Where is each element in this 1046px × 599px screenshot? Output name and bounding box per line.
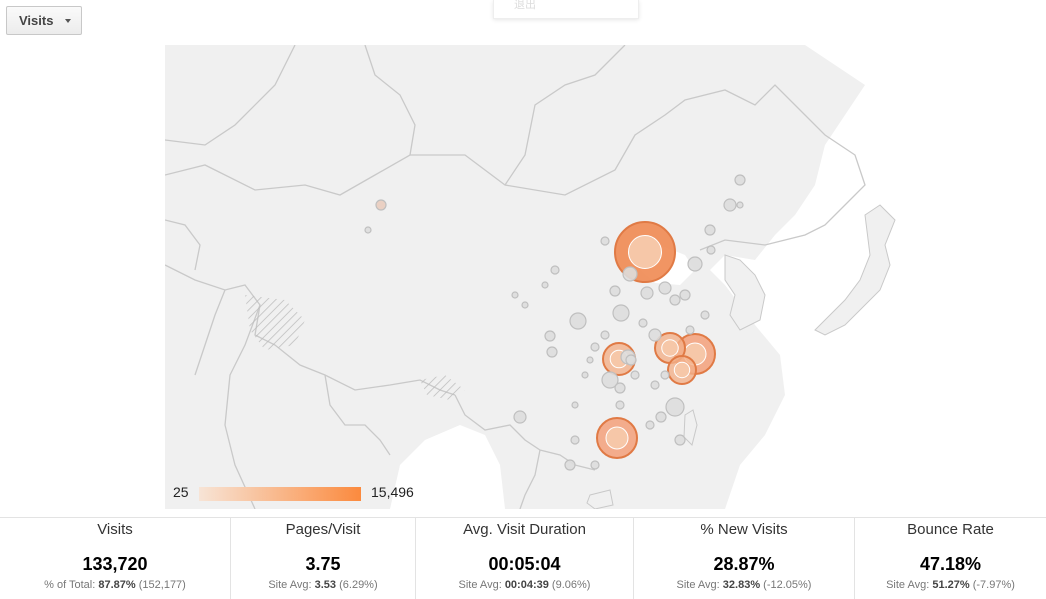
geo-map[interactable] (165, 45, 904, 509)
city-bubble[interactable] (375, 199, 387, 211)
city-bubble[interactable] (513, 410, 527, 424)
city-bubble[interactable] (571, 401, 579, 409)
city-bubble[interactable] (665, 397, 685, 417)
scorecard-subtext: % of Total: 87.87% (152,177) (44, 579, 186, 591)
legend-max-label: 15,496 (371, 484, 414, 500)
city-bubble[interactable] (511, 291, 519, 299)
disputed-region-west (245, 295, 305, 350)
popup-text: 退出 (514, 0, 536, 11)
city-bubble[interactable] (590, 342, 600, 352)
scorecard-title: Visits (97, 521, 133, 538)
city-bubble[interactable] (736, 201, 744, 209)
scorecard-value: 47.18% (919, 554, 982, 574)
city-bubble-inner (628, 235, 662, 269)
city-bubble[interactable] (570, 435, 580, 445)
china-map-svg (165, 45, 904, 509)
taiwan (683, 409, 698, 446)
city-bubble-inner (605, 426, 629, 450)
city-bubble[interactable] (706, 245, 716, 255)
city-bubble[interactable] (364, 226, 372, 234)
city-bubble[interactable] (521, 301, 529, 309)
city-bubble[interactable] (640, 286, 654, 300)
city-bubble[interactable] (679, 289, 691, 301)
city-bubble[interactable] (658, 281, 672, 295)
city-bubble[interactable] (581, 371, 589, 379)
city-bubble[interactable] (685, 325, 695, 335)
summary-scorecards: Visits 133,720 % of Total: 87.87% (152,1… (0, 517, 1046, 599)
city-bubble[interactable] (544, 330, 556, 342)
scorecard-value: 28.87% (713, 554, 775, 574)
city-bubble[interactable] (687, 256, 703, 272)
scorecard-subtext: Site Avg: 3.53 (6.29%) (268, 579, 378, 591)
scorecard-avg-visit-duration[interactable]: Avg. Visit Duration 00:05:04 Site Avg: 0… (416, 518, 634, 599)
scorecard-subtext: Site Avg: 00:04:39 (9.06%) (458, 579, 591, 591)
legend-min-label: 25 (173, 484, 189, 500)
city-bubble[interactable] (622, 266, 638, 282)
scorecard-title: Pages/Visit (285, 521, 361, 538)
city-bubble-inner (661, 339, 679, 357)
scorecard-subtext: Site Avg: 32.83% (-12.05%) (676, 579, 812, 591)
bay-of-bengal (390, 425, 505, 509)
city-bubble[interactable] (609, 285, 621, 297)
city-bubble[interactable] (614, 382, 626, 394)
city-bubble[interactable] (638, 318, 648, 328)
city-bubble[interactable] (655, 411, 667, 423)
faded-popup-menu: 退出 (493, 0, 639, 19)
city-bubble[interactable] (700, 310, 710, 320)
city-bubble[interactable] (660, 370, 670, 380)
city-bubble[interactable] (625, 354, 637, 366)
city-bubble[interactable] (648, 328, 662, 342)
disputed-region-east (420, 375, 465, 400)
city-bubble[interactable] (612, 304, 630, 322)
city-bubble[interactable] (630, 370, 640, 380)
city-bubble[interactable] (590, 460, 600, 470)
city-bubble[interactable] (669, 294, 681, 306)
city-bubble[interactable] (601, 371, 619, 389)
scorecard-title: Bounce Rate (907, 521, 994, 538)
city-bubble[interactable] (650, 380, 660, 390)
city-bubbles (364, 174, 746, 471)
city-bubble[interactable] (704, 224, 716, 236)
city-bubble[interactable] (569, 312, 587, 330)
city-bubble[interactable] (600, 236, 610, 246)
city-bubble[interactable] (615, 400, 625, 410)
scorecard-bounce-rate[interactable]: Bounce Rate 47.18% Site Avg: 51.27% (-7.… (855, 518, 1046, 599)
scorecard-title: Avg. Visit Duration (463, 521, 586, 538)
korea (724, 254, 766, 331)
scorecard-new-visits[interactable]: % New Visits 28.87% Site Avg: 32.83% (-1… (634, 518, 855, 599)
hainan (586, 489, 614, 509)
scorecard-value: 133,720 (82, 554, 148, 574)
scorecard-title: % New Visits (700, 521, 788, 538)
scorecard-subtext: Site Avg: 51.27% (-7.97%) (886, 579, 1015, 591)
east-sea (710, 45, 904, 509)
scorecard-value: 00:05:04 (488, 554, 561, 574)
city-bubble-inner (673, 361, 691, 379)
legend-color-scale (199, 487, 361, 501)
city-bubble[interactable] (600, 330, 610, 340)
japan (814, 204, 896, 336)
metric-dropdown[interactable]: Visits (6, 6, 82, 35)
city-bubble[interactable] (550, 265, 560, 275)
chevron-down-icon (65, 18, 72, 23)
city-bubble[interactable] (564, 459, 576, 471)
city-bubble[interactable] (723, 198, 737, 212)
scorecard-value: 3.75 (305, 554, 341, 574)
city-bubble[interactable] (586, 356, 594, 364)
city-bubble[interactable] (546, 346, 558, 358)
city-bubble[interactable] (541, 281, 549, 289)
city-bubble[interactable] (674, 434, 686, 446)
city-bubble[interactable] (645, 420, 655, 430)
city-bubble[interactable] (734, 174, 746, 186)
metric-dropdown-label: Visits (19, 13, 54, 28)
scorecard-visits[interactable]: Visits 133,720 % of Total: 87.87% (152,1… (0, 518, 231, 599)
scorecard-pages-per-visit[interactable]: Pages/Visit 3.75 Site Avg: 3.53 (6.29%) (231, 518, 416, 599)
